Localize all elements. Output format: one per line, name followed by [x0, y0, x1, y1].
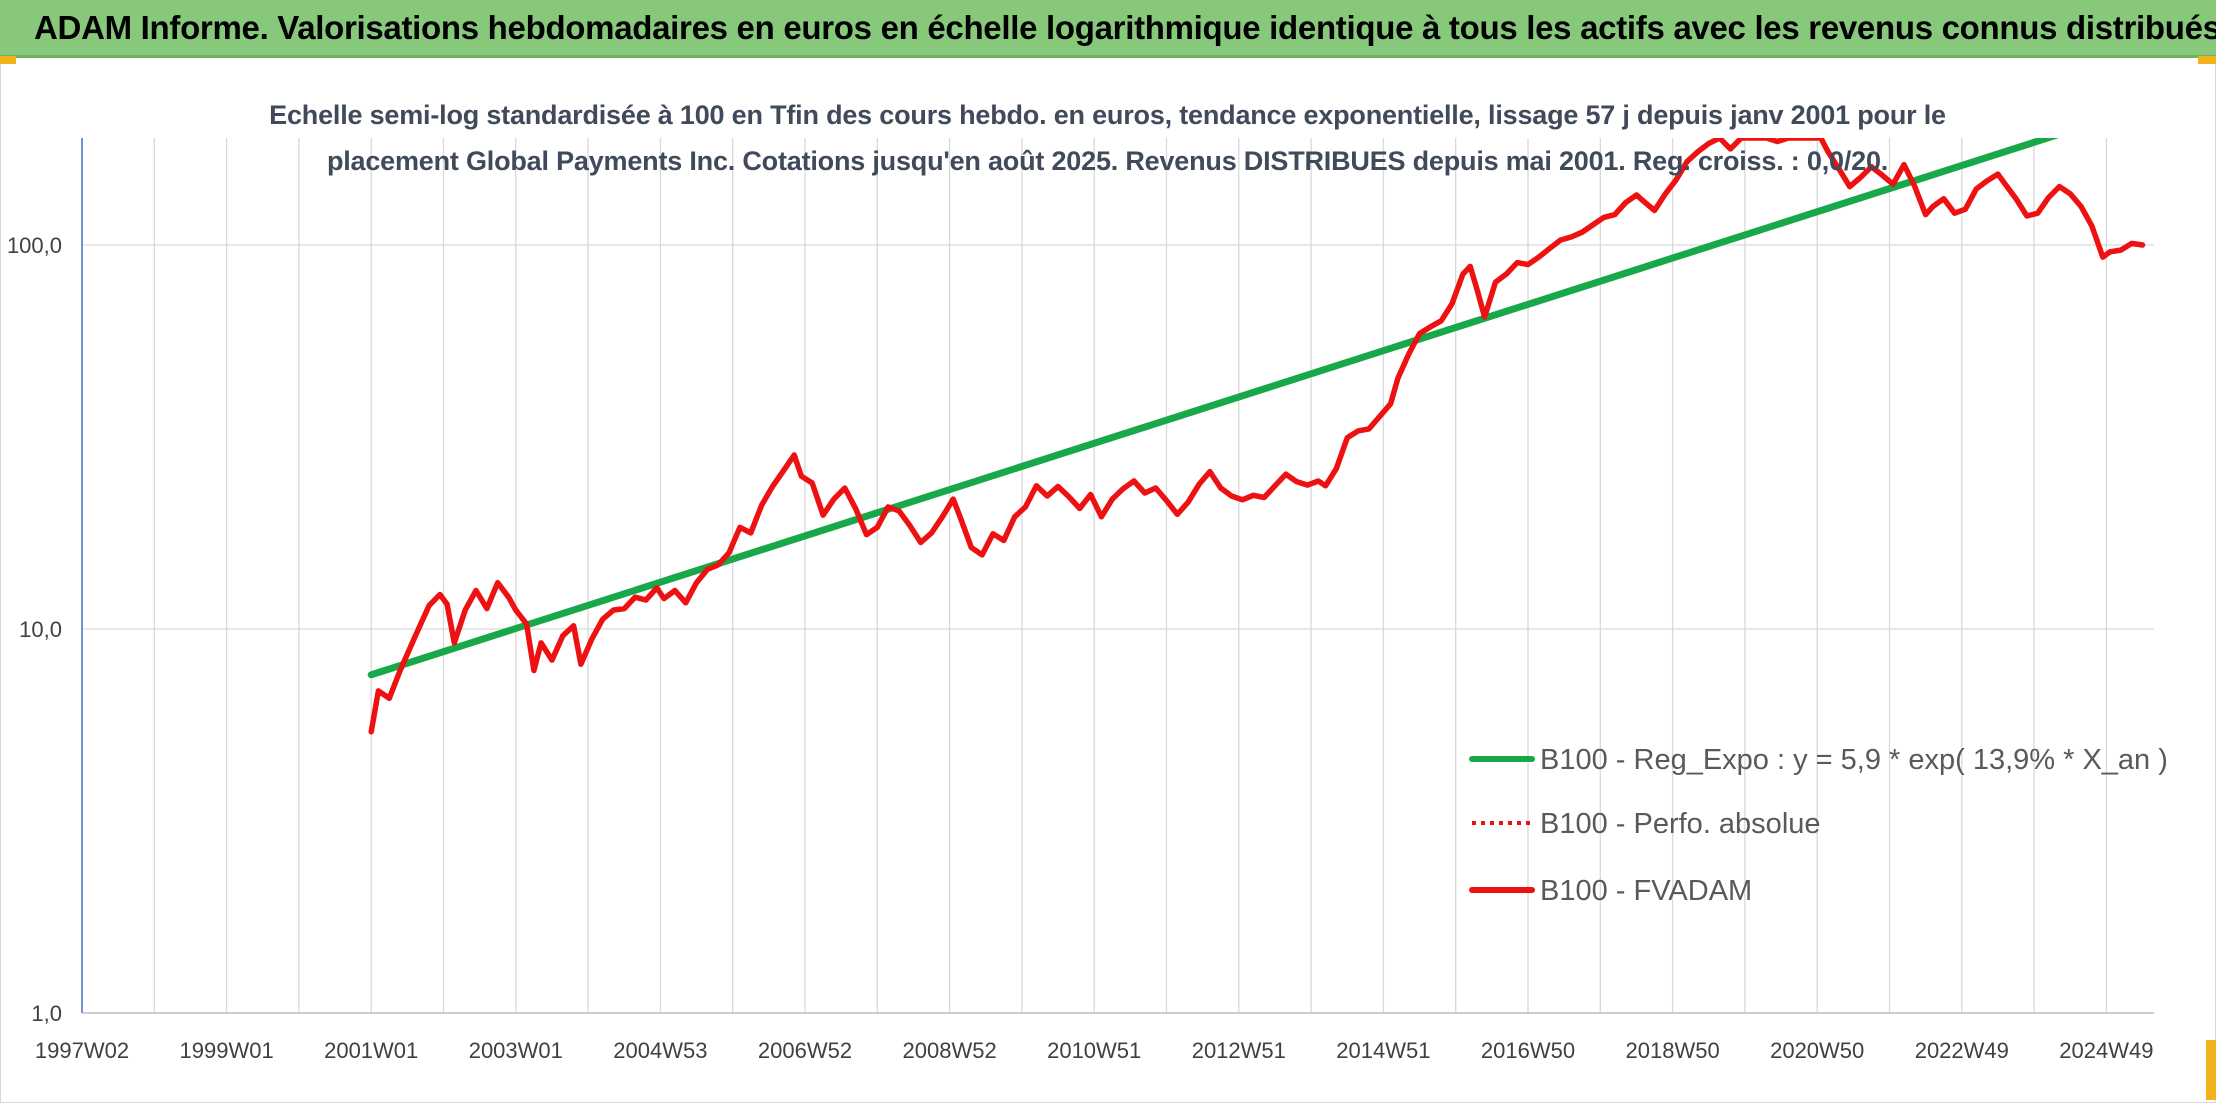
x-tick-label: 2020W50 [1770, 1038, 1864, 1063]
x-tick-label: 2014W51 [1336, 1038, 1430, 1063]
legend-label-1: B100 - Perfo. absolue [1540, 808, 1821, 840]
x-tick-label: 2003W01 [469, 1038, 563, 1063]
report-title: ADAM Informe. Valorisations hebdomadaire… [34, 9, 2216, 46]
corner-marker-top-right [2198, 56, 2216, 64]
report-header: ADAM Informe. Valorisations hebdomadaire… [0, 0, 2216, 58]
corner-marker-top-left [0, 56, 16, 64]
x-tick-label: 2012W51 [1192, 1038, 1286, 1063]
x-tick-label: 1997W02 [35, 1038, 129, 1063]
y-tick-label: 10,0 [19, 617, 62, 642]
x-tick-label: 2004W53 [613, 1038, 707, 1063]
x-tick-label: 2016W50 [1481, 1038, 1575, 1063]
x-tick-label: 1999W01 [180, 1038, 274, 1063]
axes [81, 138, 2154, 1014]
y-tick-label: 100,0 [7, 233, 62, 258]
x-tick-label: 2006W52 [758, 1038, 852, 1063]
y-tick-label: 1,0 [31, 1001, 62, 1026]
grid-lines [81, 138, 2154, 1014]
legend-label-0: B100 - Reg_Expo : y = 5,9 * exp( 13,9% *… [1540, 744, 2168, 776]
x-tick-labels: 1997W02 1999W01 2001W01 2003W01 2004W53 2006W… [35, 1038, 2154, 1063]
corner-marker-bottom-right [2206, 1040, 2216, 1100]
y-tick-labels: 1,0 10,0 100,0 [7, 233, 62, 1026]
x-tick-label: 2001W01 [324, 1038, 418, 1063]
series-line-trend [367, 138, 2060, 679]
series-layer [367, 138, 2146, 735]
x-tick-label: 2018W50 [1626, 1038, 1720, 1063]
x-tick-label: 2022W49 [1915, 1038, 2009, 1063]
x-tick-label: 2008W52 [903, 1038, 997, 1063]
x-tick-label: 2024W49 [2059, 1038, 2153, 1063]
series-line-fvadam [368, 138, 2146, 735]
x-tick-label: 2010W51 [1047, 1038, 1141, 1063]
legend-label-2: B100 - FVADAM [1540, 875, 1752, 907]
chart-title: Echelle semi-log standardisée à 100 en T… [269, 100, 1946, 176]
legend: B100 - Reg_Expo : y = 5,9 * exp( 13,9% *… [1469, 744, 2168, 907]
